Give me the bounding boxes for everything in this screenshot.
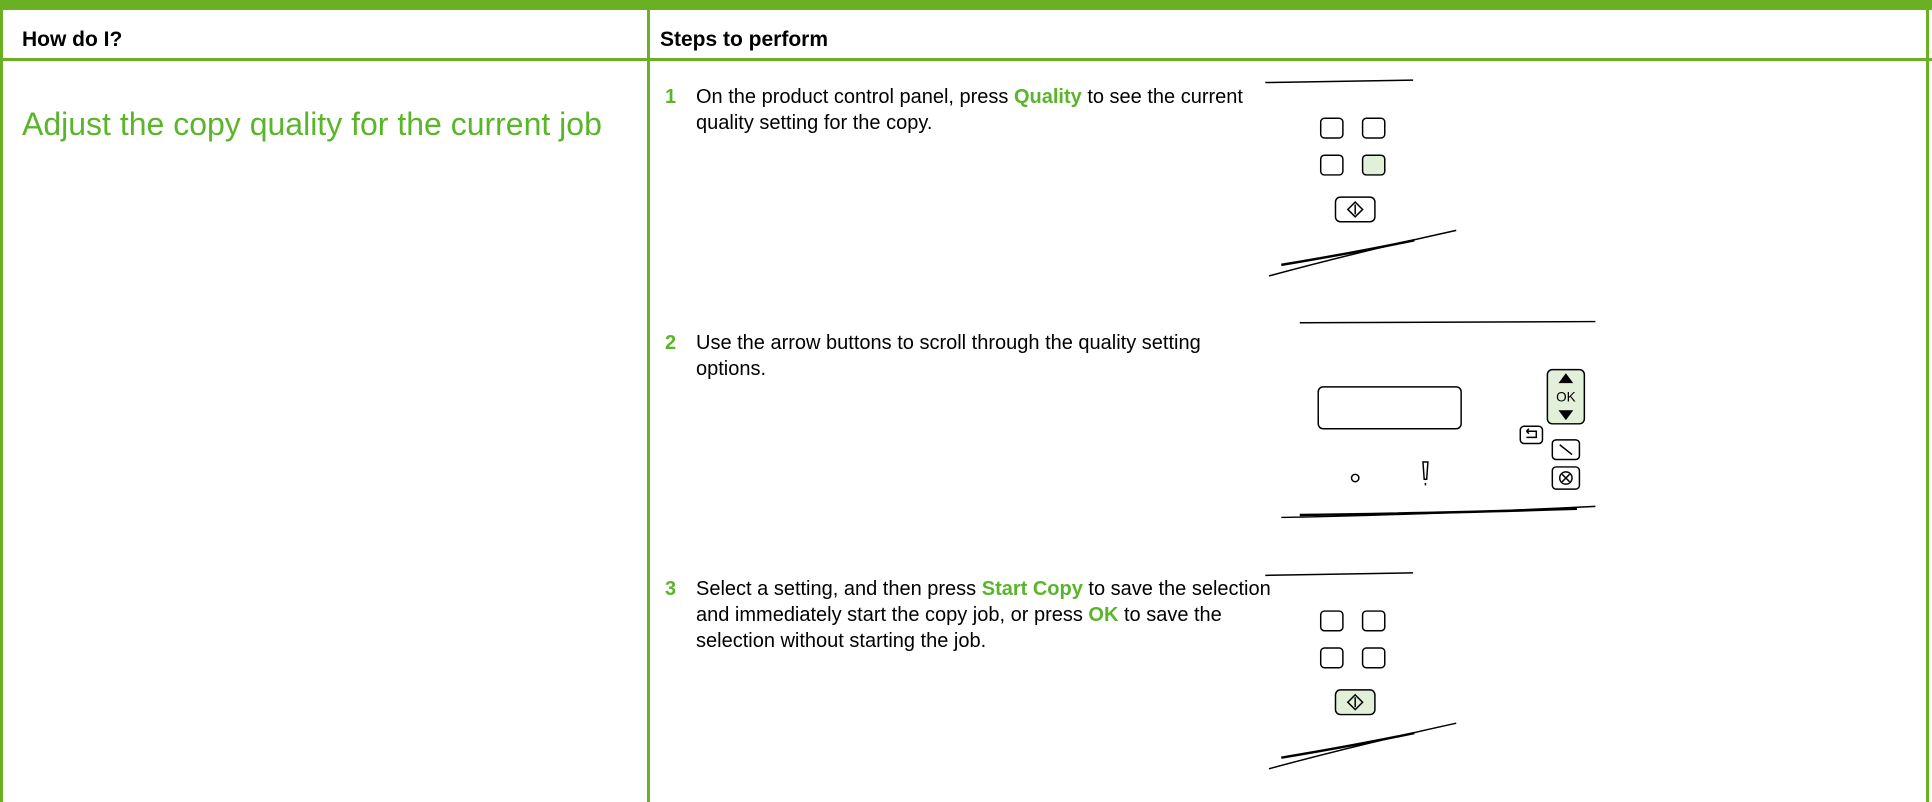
- step-text: Select a setting, and then press Start C…: [696, 576, 1276, 654]
- panel-edge: [1265, 572, 1414, 577]
- text: Use the arrow buttons to scroll through …: [696, 332, 1201, 380]
- panel-edge: [1281, 239, 1415, 267]
- panel-edge: [1281, 731, 1415, 759]
- up-arrow: [1558, 373, 1574, 384]
- cancel-button: [1551, 466, 1581, 490]
- wrench-icon: [1559, 444, 1573, 456]
- panel-button: [1319, 647, 1344, 669]
- column-header: Steps to perform: [660, 28, 829, 51]
- task-title: Adjust the copy quality for the current …: [22, 106, 602, 142]
- emphasis: Start Copy: [981, 578, 1083, 600]
- status-light: [1350, 473, 1360, 483]
- panel-edge: [1299, 320, 1596, 324]
- step-number: 3: [665, 578, 677, 600]
- attention-icon: [1422, 461, 1429, 486]
- table: [0, 10, 1929, 802]
- start-icon: [1346, 693, 1364, 711]
- text: On the product control panel, press: [696, 86, 1014, 108]
- cancel-icon: [1558, 471, 1573, 485]
- panel-button: [1361, 154, 1386, 176]
- text: Select a setting, and then press: [696, 578, 982, 600]
- down-arrow: [1558, 410, 1574, 421]
- ok-label: OK: [1556, 390, 1576, 405]
- header-rule: [0, 58, 1932, 61]
- start-icon: [1346, 201, 1364, 218]
- panel-button: [1361, 117, 1386, 139]
- panel-edge: [1265, 79, 1414, 84]
- column-header: How do I?: [22, 28, 123, 51]
- panel-button: [1319, 154, 1344, 176]
- panel-edge: [1299, 507, 1577, 517]
- step-text: Use the arrow buttons to scroll through …: [696, 330, 1276, 382]
- panel-button: [1319, 117, 1344, 139]
- emphasis: Quality: [1013, 86, 1082, 108]
- back-icon: [1525, 428, 1538, 439]
- setup-button: [1551, 439, 1581, 461]
- panel-edge: [1268, 229, 1457, 277]
- text: to see the current quality setting for t…: [696, 86, 1243, 134]
- text: to save the selection without starting t…: [696, 604, 1222, 652]
- panel-button: [1319, 610, 1344, 632]
- back-button: [1519, 425, 1544, 445]
- text: to save the selection and immediately st…: [696, 578, 1271, 626]
- top-bar: [0, 0, 1932, 10]
- step-number: 2: [665, 332, 677, 354]
- step-number: 1: [665, 86, 677, 108]
- panel-button: [1361, 610, 1386, 632]
- cancel-x: [1561, 473, 1571, 483]
- panel-button: [1361, 647, 1386, 669]
- step-text: On the product control panel, press Qual…: [696, 84, 1276, 136]
- display: [1317, 386, 1462, 430]
- emphasis: OK: [1088, 604, 1119, 626]
- arrow-keys: [1546, 368, 1586, 425]
- column-rule: [647, 10, 650, 802]
- panel-edge: [1268, 722, 1457, 770]
